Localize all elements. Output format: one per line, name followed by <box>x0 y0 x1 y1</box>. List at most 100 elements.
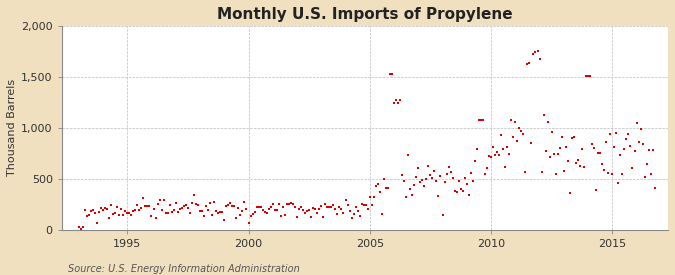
Point <box>629 148 640 153</box>
Point <box>328 203 339 208</box>
Point <box>288 202 298 206</box>
Point <box>158 197 169 202</box>
Point <box>417 178 428 182</box>
Point <box>170 201 181 205</box>
Point <box>411 175 422 179</box>
Point <box>605 132 616 136</box>
Point <box>251 204 262 209</box>
Point <box>504 152 514 156</box>
Point <box>330 207 341 211</box>
Point <box>184 211 195 216</box>
Point <box>609 145 620 149</box>
Point <box>261 210 272 215</box>
Point <box>138 196 148 200</box>
Point <box>597 162 608 166</box>
Point <box>162 211 173 216</box>
Point <box>613 181 624 186</box>
Point <box>397 173 408 178</box>
Point <box>136 205 146 210</box>
Point <box>572 158 583 162</box>
Point <box>415 179 426 184</box>
Point <box>152 202 163 206</box>
Point <box>88 207 99 212</box>
Point <box>552 152 563 156</box>
Point <box>223 203 234 208</box>
Point <box>172 210 183 214</box>
Point <box>467 179 478 184</box>
Point <box>485 155 496 159</box>
Point <box>532 48 543 53</box>
Point <box>633 140 644 145</box>
Point <box>205 201 215 205</box>
Point <box>322 205 333 209</box>
Point <box>231 216 242 220</box>
Point <box>265 204 276 209</box>
Point <box>574 164 585 168</box>
Title: Monthly U.S. Imports of Propylene: Monthly U.S. Imports of Propylene <box>217 7 513 22</box>
Point <box>292 215 302 219</box>
Point <box>367 202 377 207</box>
Point <box>570 161 581 165</box>
Point <box>617 172 628 177</box>
Point <box>524 60 535 65</box>
Point <box>427 176 438 180</box>
Point <box>320 202 331 207</box>
Point <box>243 221 254 225</box>
Point <box>454 179 464 184</box>
Point <box>269 208 280 213</box>
Point <box>403 153 414 157</box>
Point <box>245 213 256 218</box>
Point <box>645 171 656 176</box>
Point <box>140 204 151 208</box>
Point <box>603 171 614 175</box>
Point <box>148 207 159 211</box>
Point <box>381 186 392 190</box>
Point <box>306 215 317 219</box>
Point <box>409 183 420 187</box>
Point <box>324 205 335 209</box>
Point <box>520 169 531 174</box>
Point <box>566 136 577 141</box>
Point <box>558 169 569 173</box>
Point <box>625 144 636 148</box>
Point <box>154 198 165 202</box>
Point <box>198 214 209 219</box>
Point <box>530 50 541 54</box>
Point <box>483 154 494 158</box>
Point <box>550 172 561 177</box>
Point <box>464 193 475 198</box>
Point <box>627 166 638 170</box>
Point <box>318 215 329 219</box>
Point <box>194 209 205 213</box>
Point <box>132 203 142 207</box>
Point <box>460 176 470 180</box>
Point <box>619 147 630 152</box>
Point <box>146 213 157 218</box>
Point <box>356 202 367 207</box>
Point <box>98 208 109 213</box>
Point <box>338 211 349 216</box>
Point <box>213 210 223 215</box>
Point <box>554 146 565 150</box>
Point <box>257 208 268 212</box>
Point <box>481 165 492 170</box>
Point <box>493 152 504 157</box>
Point <box>207 213 217 217</box>
Point <box>114 212 125 217</box>
Point <box>601 140 612 145</box>
Point <box>615 153 626 157</box>
Y-axis label: Thousand Barrels: Thousand Barrels <box>7 79 17 176</box>
Point <box>296 205 306 210</box>
Text: Source: U.S. Energy Information Administration: Source: U.S. Energy Information Administ… <box>68 264 299 274</box>
Point <box>462 182 472 186</box>
Point <box>196 208 207 213</box>
Point <box>375 189 385 194</box>
Point <box>405 187 416 192</box>
Point <box>302 209 313 213</box>
Point <box>425 173 436 178</box>
Point <box>259 210 270 214</box>
Point <box>576 147 587 152</box>
Point <box>458 188 468 193</box>
Point <box>160 211 171 215</box>
Point <box>518 132 529 136</box>
